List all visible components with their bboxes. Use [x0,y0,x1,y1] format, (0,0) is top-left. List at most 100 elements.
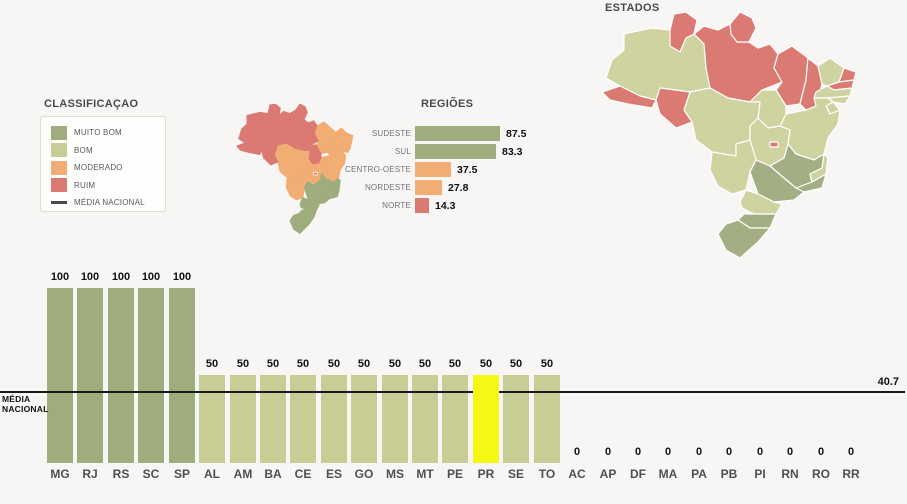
state-bar-sp[interactable] [169,288,195,463]
national-average-value: 40.7 [877,376,899,388]
state-bar-es[interactable] [321,375,347,463]
region-state-ap[interactable] [294,104,308,121]
state-bar-go[interactable] [351,375,377,463]
state-bar-value: 50 [357,358,371,370]
region-bar[interactable] [415,162,451,177]
region-label: SUDESTE [371,129,411,138]
state-axis-label: MS [386,467,404,481]
state-bar-value: 0 [604,446,612,458]
state-axis-label: PB [720,467,738,481]
state-bar-value: 50 [296,358,310,370]
state-bar-value: 0 [756,446,764,458]
region-state-ma[interactable] [315,121,332,154]
state-axis-label: CE [294,467,312,481]
state-df[interactable] [769,141,779,148]
state-bar-value: 0 [725,446,733,458]
state-bar-mg[interactable] [47,288,73,463]
state-bar-rj[interactable] [77,288,103,463]
region-state-df[interactable] [313,171,318,176]
region-state-rr[interactable] [267,104,281,126]
state-ap[interactable] [729,12,757,43]
state-rs[interactable] [717,219,771,259]
state-axis-label: PI [754,467,766,481]
state-bar-pr[interactable] [473,375,499,463]
state-bar-to[interactable] [534,375,560,463]
region-value: 87.5 [506,127,527,140]
state-axis-label: MA [658,467,678,481]
region-state-ro[interactable] [261,143,279,166]
legend-item: MÉDIA NACIONAL [51,195,165,210]
state-bar-al[interactable] [199,375,225,463]
region-state-ac[interactable] [236,142,263,156]
region-value: 83.3 [502,145,523,158]
state-bar-value: 0 [695,446,703,458]
state-bar-value: 0 [817,446,825,458]
region-bar[interactable] [415,180,442,195]
state-axis-label: GO [354,467,374,481]
state-bar-ba[interactable] [260,375,286,463]
national-average-label: MÉDIA NACIONAL [2,394,49,414]
region-value: 14.3 [435,199,456,212]
region-row: SUDESTE 87.5 [300,126,580,141]
state-bar-value: 100 [111,271,131,283]
state-bar-value: 0 [573,446,581,458]
state-rr[interactable] [669,12,698,53]
state-axis-label: RS [112,467,130,481]
state-bar-value: 50 [418,358,432,370]
region-bar[interactable] [415,144,496,159]
state-pr[interactable] [739,189,783,215]
state-bar-value: 50 [266,358,280,370]
state-axis-label: AM [233,467,253,481]
state-sp[interactable] [749,159,805,203]
state-ac[interactable] [601,85,657,109]
region-value: 27.8 [448,181,469,194]
state-ma[interactable] [773,45,809,107]
legend-item-list: MUITO BOM BOM MODERADO RUIM MÉDIA NACIONAL [51,125,165,210]
state-bar-value: 50 [479,358,493,370]
estados-map-title: ESTADOS [605,2,660,14]
state-bar-rs[interactable] [108,288,134,463]
region-row: NORDESTE 27.8 [300,180,580,195]
state-bar-value: 50 [388,358,402,370]
state-bar-ce[interactable] [290,375,316,463]
region-row: SUL 83.3 [300,144,580,159]
region-label: NORTE [382,201,411,210]
state-bar-ms[interactable] [382,375,408,463]
region-state-rj[interactable] [325,188,340,200]
regions-brazil-map [236,104,354,234]
national-average-line-swatch [51,201,67,205]
state-axis-label: RN [781,467,799,481]
region-label: SUL [394,147,411,156]
states-bar-chart: MÉDIA NACIONAL 40.7 100 MG 100 RJ 100 RS 100 SC… [0,260,907,504]
state-rj[interactable] [795,173,827,193]
national-average-line [0,391,905,393]
state-axis-label: SP [173,467,190,481]
region-state-sp[interactable] [304,181,330,205]
legend-item-label: MUITO BOM [74,128,122,137]
state-axis-label: ES [325,467,342,481]
state-bar-value: 100 [172,271,192,283]
region-bar[interactable] [415,198,429,213]
legend-color-swatch [51,143,67,158]
state-bar-value: 0 [634,446,642,458]
region-value: 37.5 [457,163,478,176]
state-bar-pe[interactable] [442,375,468,463]
region-bar[interactable] [415,126,500,141]
state-axis-label: SC [142,467,160,481]
state-bar-value: 50 [448,358,462,370]
regions-bar-chart: SUDESTE 87.5 SUL 83.3 CENTRO-OESTE 37.5 NORDES… [300,126,580,216]
legend-title: CLASSIFICAÇAO [44,98,139,110]
state-axis-label: SE [507,467,524,481]
state-ro[interactable] [655,87,693,129]
state-axis-label: BA [264,467,282,481]
state-bar-se[interactable] [503,375,529,463]
legend-color-swatch [51,160,67,175]
state-bar-mt[interactable] [412,375,438,463]
legend-color-swatch [51,178,67,193]
region-state-rs[interactable] [289,212,315,234]
state-bar-value: 50 [205,358,219,370]
region-state-pr[interactable] [299,197,320,211]
state-bar-am[interactable] [230,375,256,463]
state-bar-sc[interactable] [138,288,164,463]
regions-chart-title: REGIÕES [421,98,474,110]
